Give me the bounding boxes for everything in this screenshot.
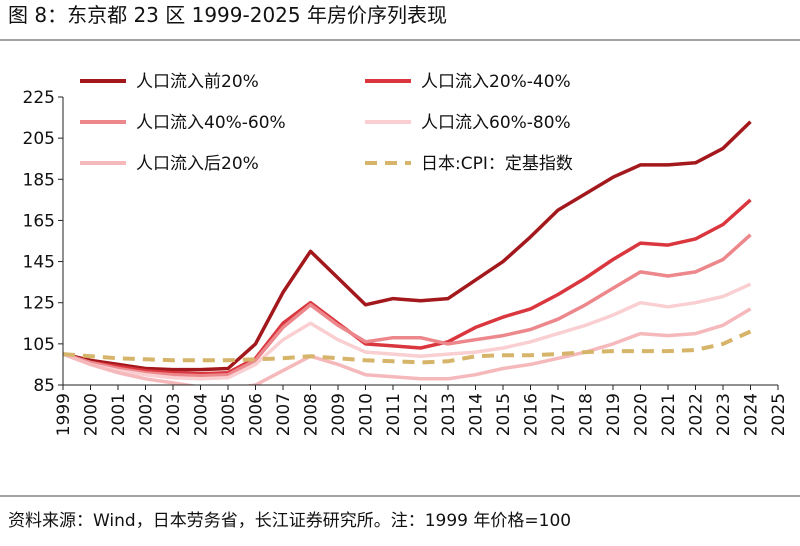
y-tick-label: 145 bbox=[23, 253, 55, 273]
x-tick-label: 2010 bbox=[357, 393, 377, 436]
legend-label: 人口流入40%-60% bbox=[136, 113, 286, 133]
chart-title: 图 8：东京都 23 区 1999-2025 年房价序列表现 bbox=[8, 3, 447, 27]
x-tick-label: 2005 bbox=[219, 393, 239, 436]
legend-label: 人口流入20%-40% bbox=[421, 72, 571, 92]
x-tick-label: 2009 bbox=[329, 393, 349, 436]
x-tick-label: 2017 bbox=[549, 393, 569, 436]
x-tick-label: 2013 bbox=[439, 393, 459, 436]
legend-label: 日本:CPI：定基指数 bbox=[421, 154, 573, 174]
x-tick-label: 2025 bbox=[769, 393, 789, 436]
legend-label: 人口流入后20% bbox=[136, 154, 259, 174]
x-tick-label: 2014 bbox=[467, 393, 487, 436]
plot-area bbox=[63, 120, 752, 385]
y-tick-label: 205 bbox=[23, 129, 55, 149]
series-line bbox=[63, 233, 752, 378]
series-line bbox=[63, 282, 752, 381]
x-tick-label: 2021 bbox=[659, 393, 679, 436]
x-tick-label: 2023 bbox=[714, 393, 734, 436]
x-tick-label: 2004 bbox=[192, 393, 212, 436]
x-tick-label: 2020 bbox=[632, 393, 652, 436]
x-tick-label: 2022 bbox=[687, 393, 707, 436]
x-tick-label: 2018 bbox=[577, 393, 597, 436]
series-line bbox=[63, 120, 752, 372]
source-note: 资料来源：Wind，日本劳务省，长江证券研究所。注：1999 年价格=100 bbox=[8, 511, 571, 531]
x-tick-label: 2001 bbox=[109, 393, 129, 436]
y-tick-label: 105 bbox=[23, 335, 55, 355]
series-line bbox=[63, 198, 752, 376]
x-tick-label: 2024 bbox=[742, 393, 762, 436]
x-tick-label: 2000 bbox=[82, 393, 102, 436]
x-tick-label: 2016 bbox=[522, 393, 542, 436]
x-tick-label: 2015 bbox=[494, 393, 514, 436]
series-line bbox=[63, 307, 752, 385]
x-tick-label: 2019 bbox=[604, 393, 624, 436]
x-tick-label: 2007 bbox=[274, 393, 294, 436]
x-tick-label: 2003 bbox=[164, 393, 184, 436]
legend-label: 人口流入60%-80% bbox=[421, 113, 571, 133]
series-line bbox=[63, 329, 752, 365]
x-tick-label: 2012 bbox=[412, 393, 432, 436]
x-tick-label: 2011 bbox=[384, 393, 404, 436]
x-tick-label: 2006 bbox=[247, 393, 267, 436]
y-tick-label: 185 bbox=[23, 170, 55, 190]
legend-label: 人口流入前20% bbox=[136, 72, 259, 92]
x-tick-label: 2002 bbox=[137, 393, 157, 436]
x-tick-label: 2008 bbox=[302, 393, 322, 436]
y-tick-label: 225 bbox=[23, 88, 55, 108]
x-tick-label: 1999 bbox=[54, 393, 74, 436]
y-tick-label: 165 bbox=[23, 211, 55, 231]
y-tick-label: 85 bbox=[33, 376, 55, 396]
y-tick-label: 125 bbox=[23, 294, 55, 314]
